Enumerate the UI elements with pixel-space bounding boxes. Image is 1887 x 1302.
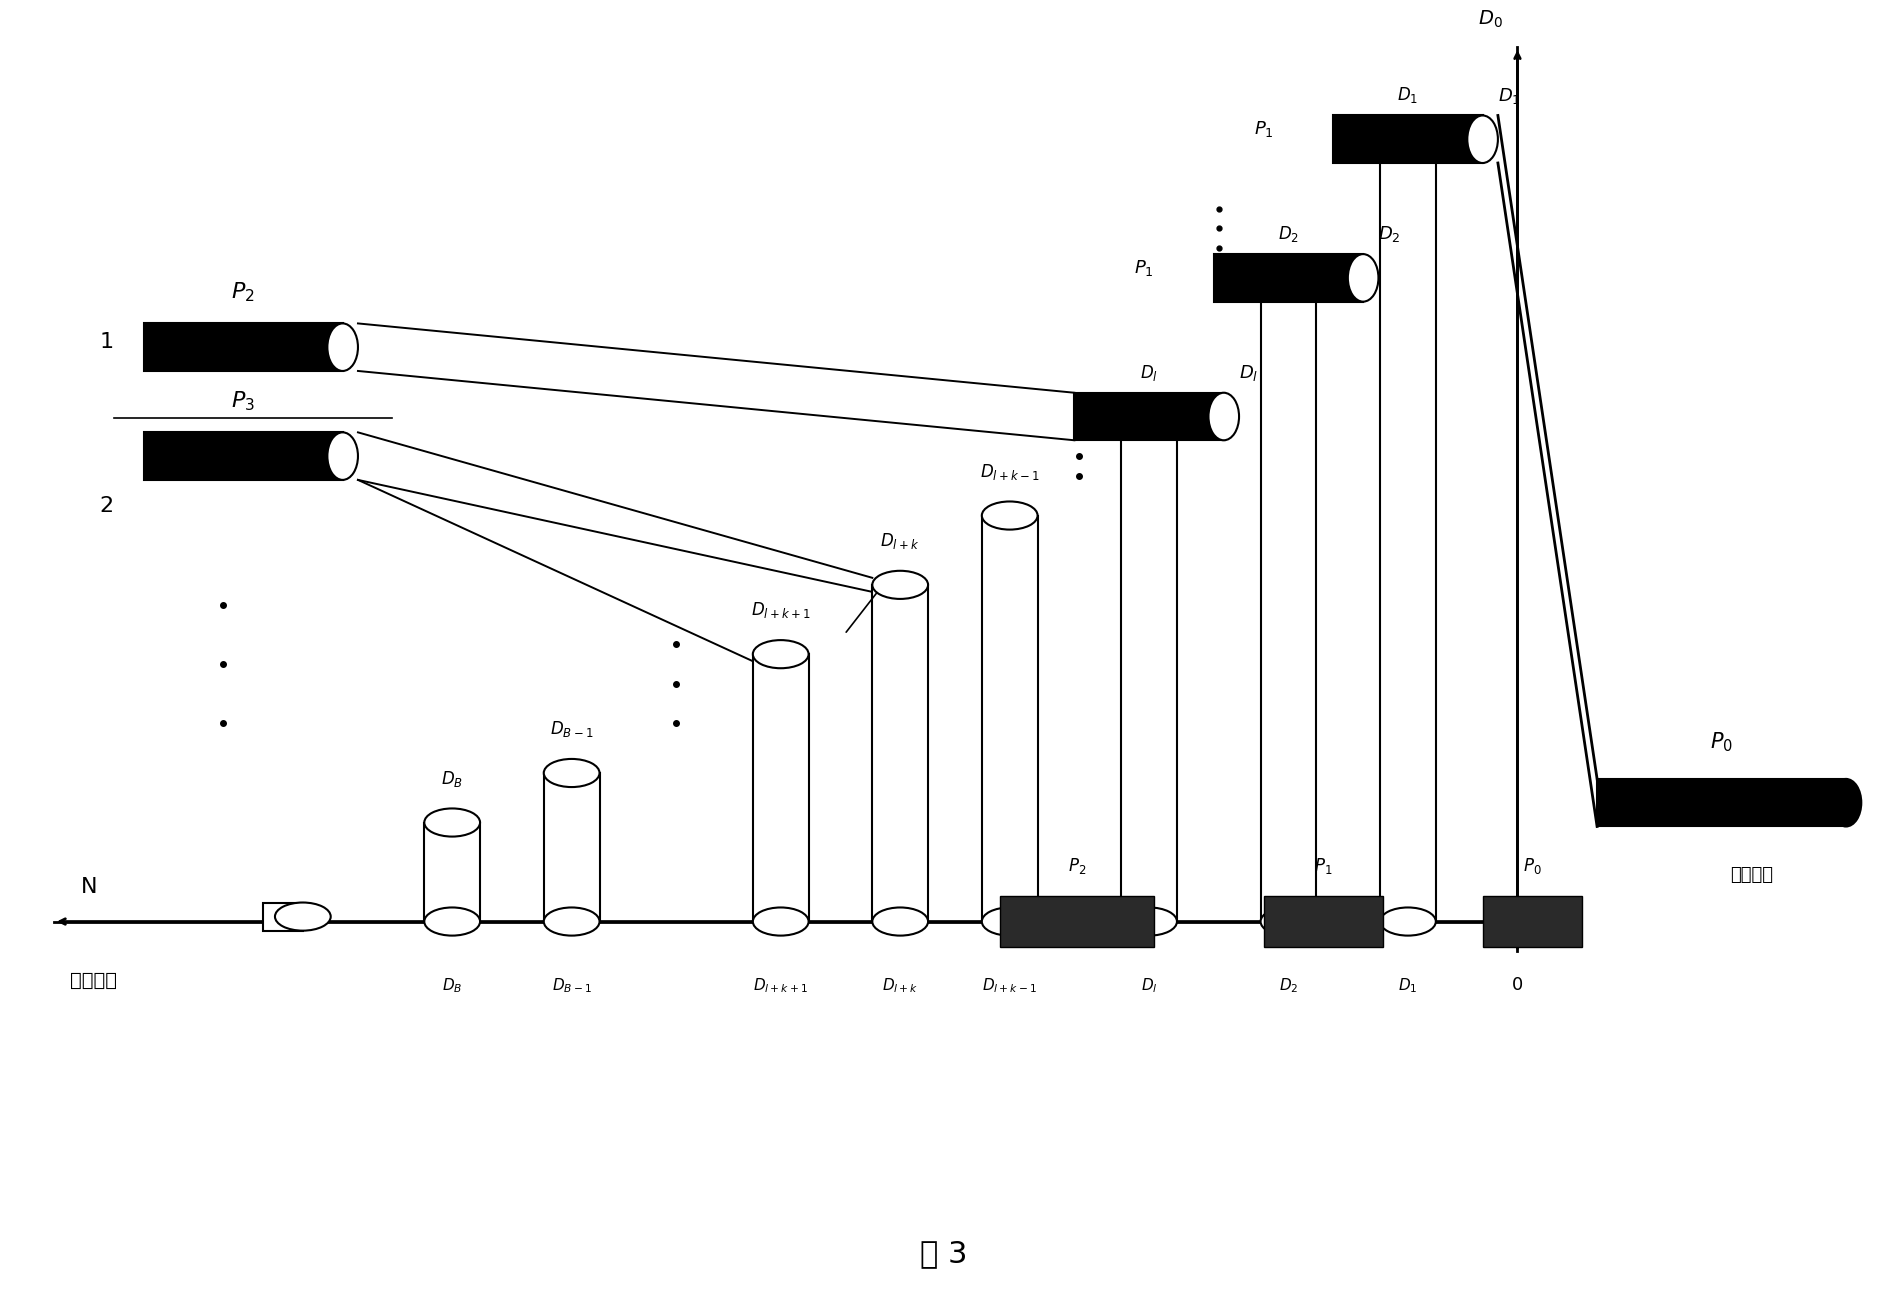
- Text: $D_2$: $D_2$: [1378, 224, 1400, 245]
- Text: 1: 1: [100, 332, 113, 353]
- Text: $P_0$: $P_0$: [1523, 855, 1542, 876]
- Text: $D_B$: $D_B$: [442, 768, 462, 789]
- Text: $D_{l+k+1}$: $D_{l+k+1}$: [751, 600, 811, 620]
- Ellipse shape: [1379, 125, 1436, 154]
- Ellipse shape: [753, 907, 810, 936]
- Text: $D_l$: $D_l$: [1142, 976, 1157, 995]
- Ellipse shape: [543, 907, 600, 936]
- Text: 0: 0: [1511, 976, 1523, 993]
- Text: $D_1$: $D_1$: [1498, 86, 1521, 105]
- Ellipse shape: [981, 501, 1038, 530]
- Ellipse shape: [1468, 116, 1498, 163]
- Text: 延迟时间: 延迟时间: [70, 971, 117, 990]
- Bar: [1000, 896, 1155, 948]
- Text: $D_1$: $D_1$: [1398, 86, 1419, 105]
- Ellipse shape: [1379, 907, 1436, 936]
- Ellipse shape: [326, 432, 359, 480]
- Text: $D_1$: $D_1$: [1398, 976, 1417, 995]
- Ellipse shape: [425, 809, 479, 837]
- Ellipse shape: [753, 641, 810, 668]
- Text: 2: 2: [100, 496, 113, 516]
- Text: $D_{l+k}$: $D_{l+k}$: [881, 531, 919, 551]
- Text: $D_l$: $D_l$: [1238, 363, 1259, 383]
- Ellipse shape: [981, 907, 1038, 936]
- Text: $D_{l+k+1}$: $D_{l+k+1}$: [753, 976, 808, 995]
- Text: $D_l$: $D_l$: [1140, 363, 1159, 383]
- Text: $D_{l+k-1}$: $D_{l+k-1}$: [979, 462, 1040, 482]
- Ellipse shape: [276, 902, 330, 931]
- Ellipse shape: [326, 323, 359, 371]
- Text: $D_{B-1}$: $D_{B-1}$: [549, 719, 593, 740]
- Ellipse shape: [872, 907, 928, 936]
- Bar: [1596, 779, 1845, 827]
- Bar: [1483, 896, 1581, 948]
- Text: 图 3: 图 3: [919, 1240, 968, 1268]
- Bar: [1379, 139, 1436, 922]
- Ellipse shape: [1261, 907, 1317, 936]
- Bar: [143, 323, 343, 371]
- Text: $P_2$: $P_2$: [1068, 855, 1087, 876]
- Bar: [753, 654, 810, 922]
- Bar: [425, 823, 479, 922]
- Text: $D_{B-1}$: $D_{B-1}$: [551, 976, 593, 995]
- Ellipse shape: [1208, 393, 1240, 440]
- Text: $D_{l+k-1}$: $D_{l+k-1}$: [983, 976, 1038, 995]
- Text: $P_1$: $P_1$: [1313, 855, 1332, 876]
- Bar: [262, 902, 302, 931]
- Bar: [543, 773, 600, 922]
- Ellipse shape: [872, 570, 928, 599]
- Text: 输出端口: 输出端口: [1730, 866, 1774, 884]
- Ellipse shape: [543, 759, 600, 788]
- Text: $D_2$: $D_2$: [1279, 976, 1298, 995]
- Bar: [143, 432, 343, 480]
- Text: N: N: [81, 876, 96, 897]
- Text: $P_3$: $P_3$: [230, 389, 255, 413]
- Ellipse shape: [1121, 402, 1177, 431]
- Bar: [1261, 277, 1317, 922]
- Text: $D_{l+k}$: $D_{l+k}$: [881, 976, 919, 995]
- Ellipse shape: [425, 907, 479, 936]
- Text: $P_2$: $P_2$: [232, 280, 255, 303]
- Ellipse shape: [1121, 907, 1177, 936]
- Bar: [872, 585, 928, 922]
- Bar: [981, 516, 1038, 922]
- Text: $P_0$: $P_0$: [1710, 730, 1732, 754]
- Bar: [1264, 896, 1383, 948]
- Text: $D_0$: $D_0$: [1478, 9, 1502, 30]
- Ellipse shape: [1347, 254, 1378, 302]
- Text: $P_1$: $P_1$: [1134, 258, 1155, 277]
- Text: $D_B$: $D_B$: [442, 976, 462, 995]
- Text: $D_2$: $D_2$: [1277, 224, 1298, 243]
- Ellipse shape: [1261, 264, 1317, 292]
- Bar: [1121, 417, 1177, 922]
- Bar: [1074, 393, 1225, 440]
- Text: $P_1$: $P_1$: [1253, 120, 1274, 139]
- Bar: [1213, 254, 1362, 302]
- Ellipse shape: [1830, 779, 1861, 827]
- Bar: [1334, 116, 1483, 163]
